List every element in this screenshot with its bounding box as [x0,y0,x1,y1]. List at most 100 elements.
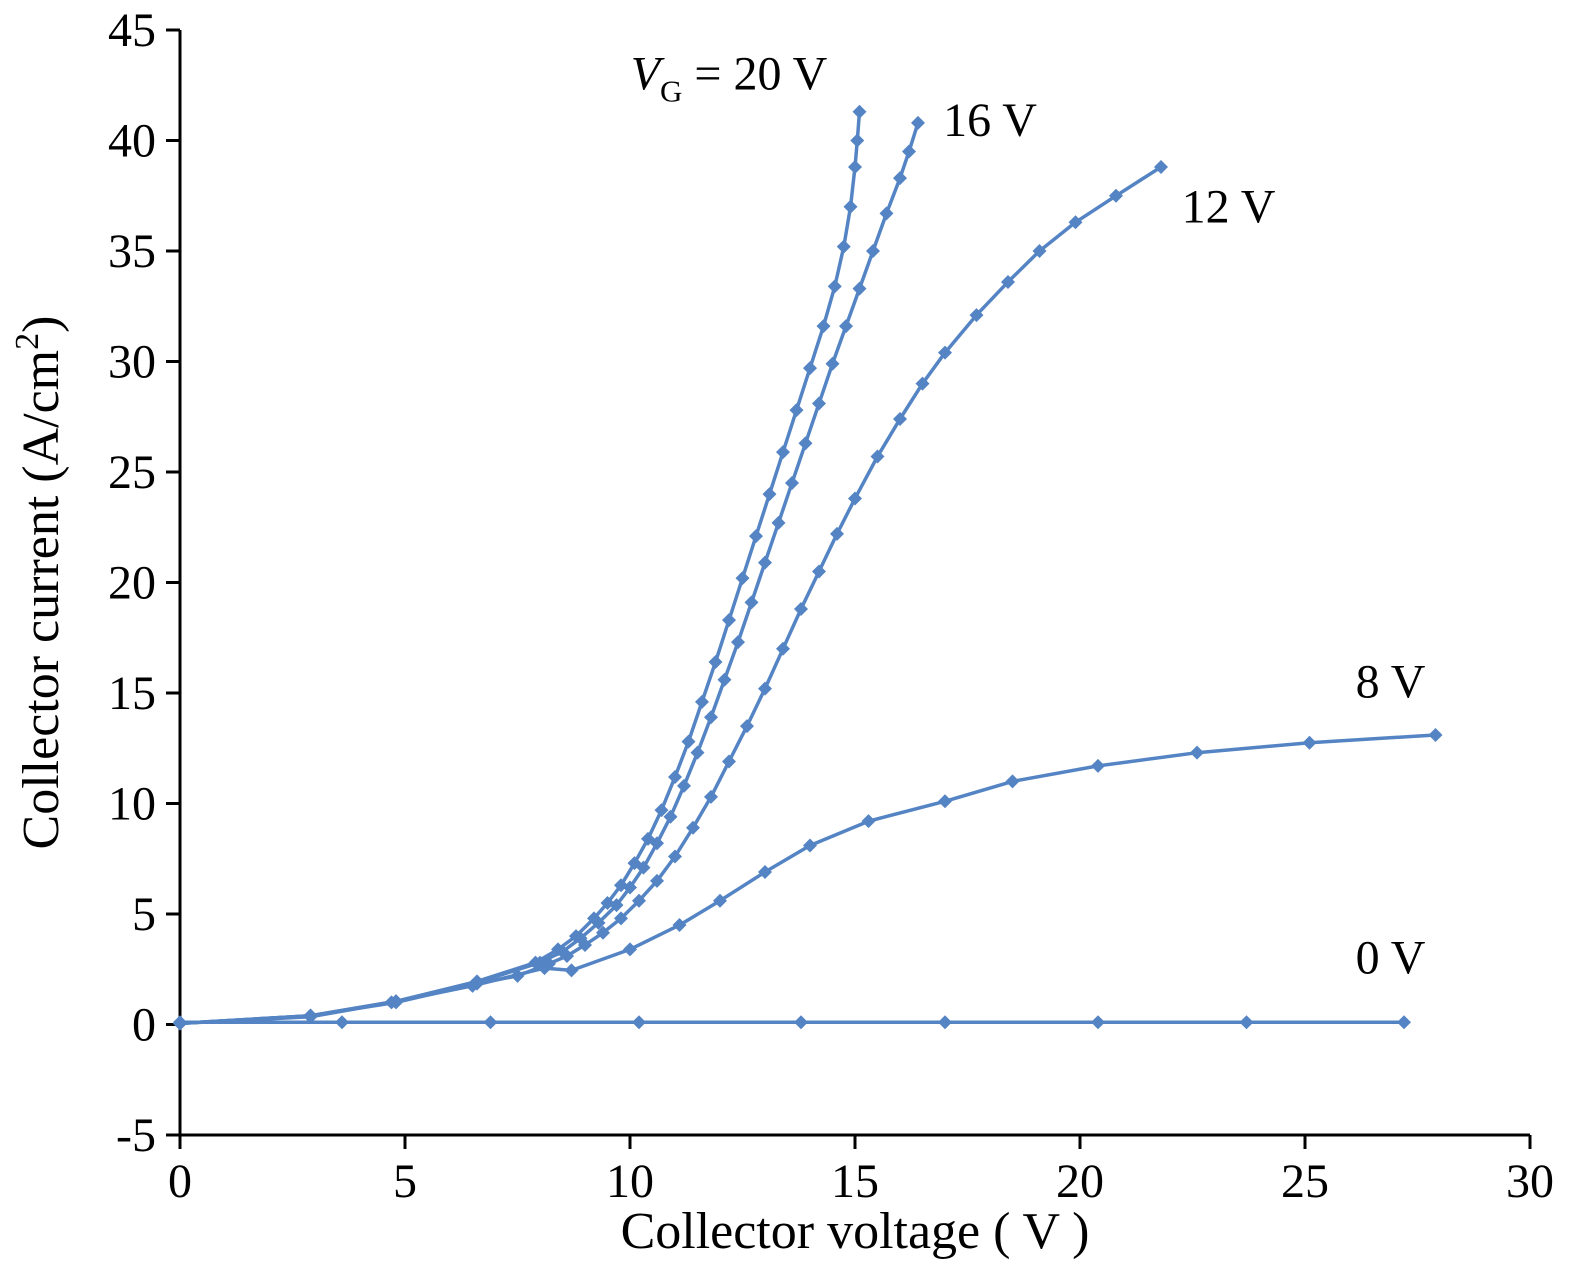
data-point-marker [816,319,831,334]
data-point-marker [758,681,772,696]
data-point-marker [861,814,876,829]
data-point-marker [848,491,862,506]
x-axis-ticks: 0 5 10 15 20 25 30 [168,1135,1554,1208]
series-line [178,110,862,1026]
label-0v: 0 V [1356,932,1426,985]
data-point-marker [850,133,865,148]
data-point-marker [812,564,826,579]
x-tick-label: 15 [831,1155,879,1208]
data-point-marker [668,849,682,864]
data-point-marker [528,955,543,970]
x-tick-label: 10 [606,1155,654,1208]
data-point-marker [803,361,817,376]
data-point-marker [641,831,655,846]
x-tick-label: 30 [1506,1155,1554,1208]
y-tick-label: 20 [108,557,156,610]
data-point-marker [798,436,813,451]
data-point-marker [1154,160,1168,175]
data-point-marker [1190,745,1204,760]
y-tick-label: 35 [108,225,156,278]
data-point-marker [825,356,840,371]
data-point-marker [902,144,916,159]
data-point-marker [749,529,763,544]
data-point-marker [1001,274,1015,289]
data-point-marker [812,396,826,411]
label-16v: 16 V [943,94,1037,147]
label-vg-20v: VG = 20 V [631,48,828,109]
data-point-marker [672,918,687,933]
y-tick-label: 0 [132,999,156,1052]
x-tick-label: 20 [1056,1155,1104,1208]
data-point-marker [1109,188,1123,203]
data-point-marker [654,803,669,818]
y-axis-ticks: -5 0 5 10 15 20 25 30 35 40 45 [108,4,180,1162]
data-point-marker [879,206,894,221]
series-vg-0-v [173,1015,1411,1030]
data-point-marker [836,239,851,254]
x-tick-label: 5 [393,1155,417,1208]
data-point-marker [650,873,664,888]
series-vg-12-v [173,160,1168,1031]
y-tick-label: 10 [108,778,156,831]
data-point-marker [335,1015,349,1030]
data-point-marker [1428,727,1443,742]
data-point-marker [1397,1015,1411,1030]
data-point-marker [677,778,691,793]
data-point-marker [915,376,930,391]
data-point-marker [596,925,610,940]
data-point-marker [587,911,601,926]
data-point-marker [938,1015,952,1030]
series-line [178,165,1163,1026]
data-point-marker [911,115,925,130]
data-point-marker [704,710,718,725]
data-point-marker [789,403,804,418]
data-point-marker [722,754,736,769]
data-point-marker [839,319,853,334]
y-tick-label: 25 [108,446,156,499]
data-point-marker [623,942,637,957]
data-point-marker [1005,774,1020,789]
data-point-marker [776,445,790,460]
data-point-marker [708,655,723,670]
data-point-marker [776,641,790,656]
y-tick-label: 30 [108,336,156,389]
data-point-marker [969,308,984,323]
data-point-marker [1068,215,1083,230]
data-point-marker [627,856,642,871]
data-point-marker [713,893,727,908]
data-point-marker [690,745,705,760]
data-point-marker [758,865,772,880]
data-point-marker [794,1015,808,1030]
data-point-marker [303,1008,318,1023]
data-point-marker [740,719,754,734]
data-point-marker [1091,758,1105,773]
data-point-marker [794,602,808,617]
data-point-marker [848,160,862,175]
data-point-marker [785,476,799,491]
data-point-marker [614,911,628,926]
data-point-marker [852,104,867,119]
x-tick-label: 25 [1281,1155,1329,1208]
data-point-marker [852,281,867,296]
data-point-marker [1032,244,1047,258]
x-tick-label: 0 [168,1155,192,1208]
data-point-marker [722,613,736,628]
label-8v: 8 V [1356,655,1426,708]
y-tick-label: -5 [116,1109,156,1162]
data-point-marker [668,769,682,784]
series-line [178,733,1438,1026]
data-point-marker [632,893,646,908]
data-point-marker [1239,1015,1254,1030]
series-vg-20-v [173,104,867,1031]
data-point-marker [827,279,842,294]
data-point-marker [681,734,696,749]
data-point-marker [762,487,777,502]
data-point-marker [686,820,700,835]
data-point-marker [632,1015,646,1030]
data-point-marker [663,809,678,824]
y-tick-label: 45 [108,4,156,57]
data-point-marker [843,199,858,214]
data-point-marker [938,794,952,809]
data-point-marker [893,411,907,426]
